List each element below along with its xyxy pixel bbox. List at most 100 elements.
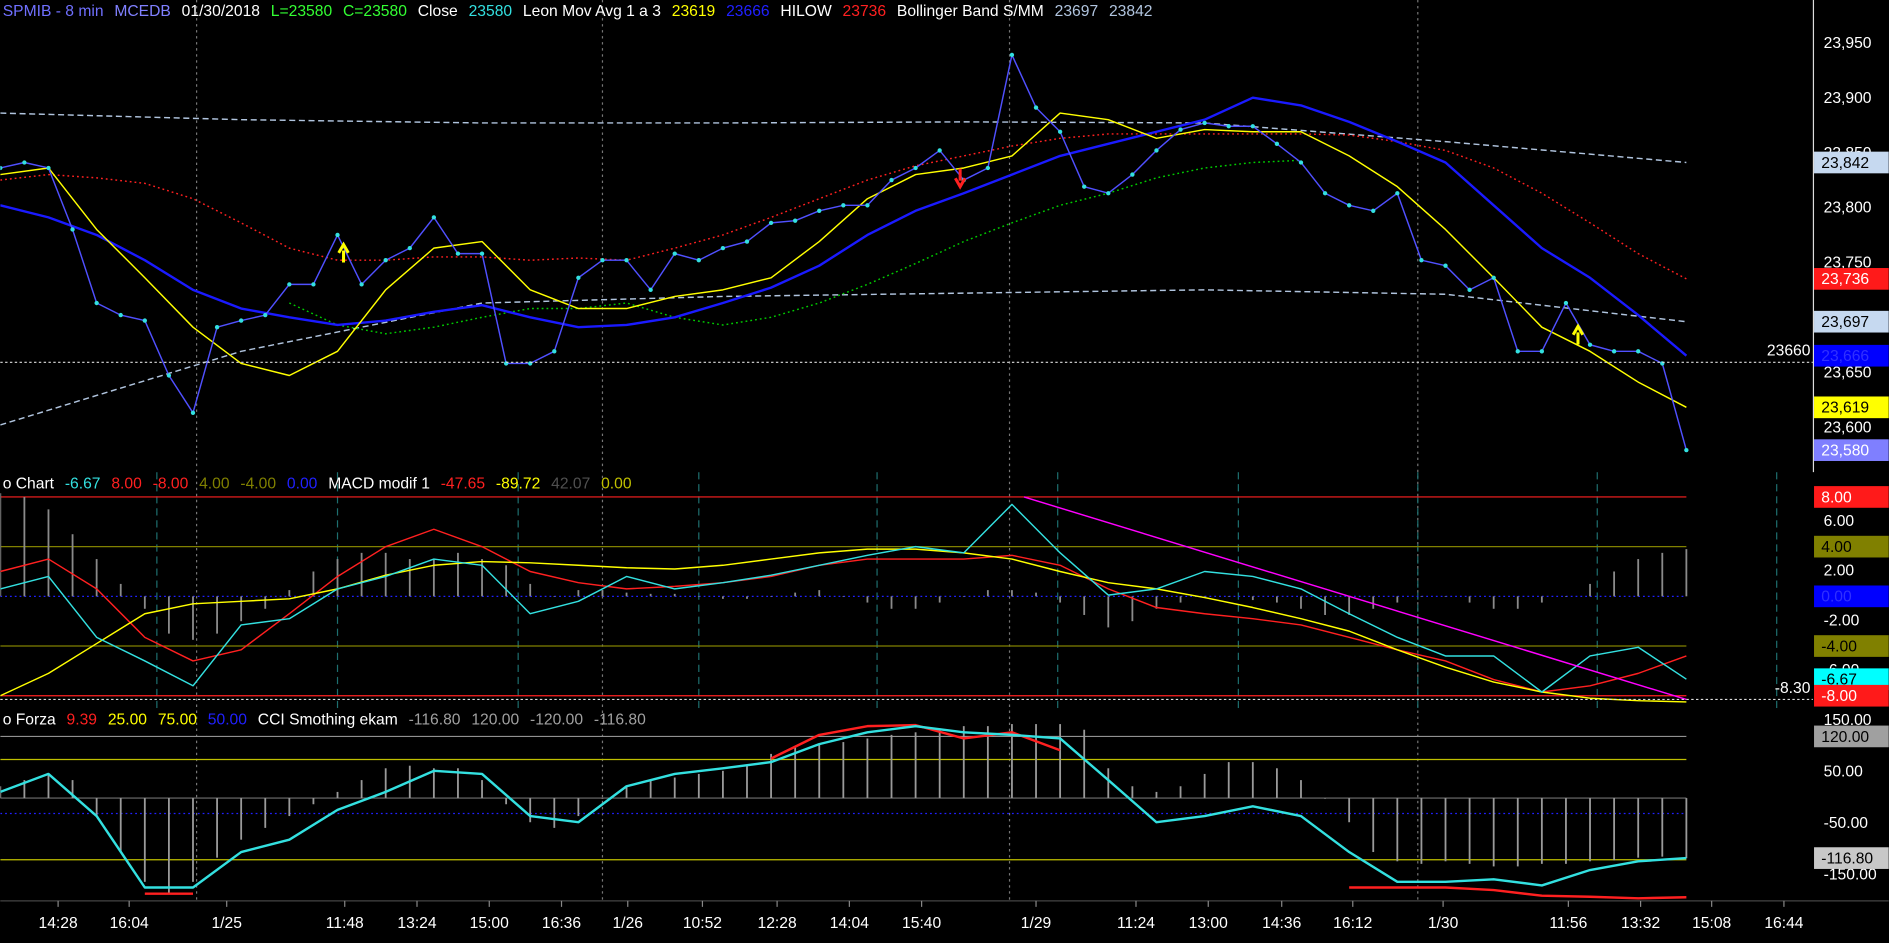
header-item: -4.00	[240, 475, 276, 492]
value-badge	[1814, 151, 1889, 174]
header-item: o Chart	[3, 475, 55, 492]
histogram-bar	[432, 559, 435, 597]
y-tick-label: 6.00	[1824, 513, 1855, 530]
y-tick-label: 23,750	[1824, 255, 1872, 272]
point	[552, 349, 557, 354]
histogram-bar	[1203, 773, 1206, 799]
histogram-bar	[1035, 592, 1037, 597]
panel	[0, 472, 1778, 709]
histogram-bar	[1661, 798, 1664, 857]
point	[841, 203, 846, 208]
header-item: 50.00	[208, 711, 247, 728]
histogram-bar	[1444, 798, 1447, 862]
histogram-bar	[1685, 549, 1688, 597]
point	[190, 410, 196, 415]
x-tick-label: 16:12	[1333, 915, 1372, 932]
value-badge	[1814, 585, 1889, 608]
x-tick-label: 15:08	[1692, 915, 1731, 932]
histogram-bar	[216, 798, 218, 858]
point	[817, 208, 822, 213]
value-badge	[1814, 847, 1889, 869]
x-tick-label: 11:24	[1117, 915, 1155, 932]
histogram-bar	[408, 559, 411, 597]
histogram-bar	[505, 565, 508, 597]
histogram-bar	[721, 596, 724, 599]
point	[985, 165, 991, 171]
histogram-bar	[168, 596, 170, 634]
histogram-bar	[1372, 596, 1375, 609]
histogram-bar	[577, 798, 580, 817]
point	[1371, 208, 1376, 213]
header-item: Close	[418, 3, 458, 20]
x-tick-label: 13:00	[1189, 915, 1228, 932]
y-tick-label: 150.00	[1824, 712, 1872, 729]
histogram-bar	[986, 726, 989, 799]
header-item: -116.80	[594, 711, 646, 728]
point	[1539, 349, 1545, 354]
histogram-bar	[1300, 596, 1302, 609]
histogram-bar	[71, 534, 74, 597]
histogram-bar	[1011, 724, 1013, 799]
header-item: 23619	[672, 3, 716, 20]
value-badge	[1814, 486, 1889, 508]
histogram-bar	[264, 596, 267, 609]
header-item: 25.00	[108, 711, 147, 728]
series-line	[0, 96, 1688, 357]
histogram-bar	[0, 493, 2, 597]
sell-arrow	[954, 168, 967, 190]
histogram-bar	[360, 780, 363, 799]
point	[1202, 120, 1207, 126]
histogram-bar	[23, 496, 26, 597]
histogram-bar	[1275, 768, 1278, 799]
point	[1226, 124, 1231, 129]
histogram-bar	[818, 590, 821, 597]
point	[696, 258, 701, 263]
histogram-bar	[95, 798, 98, 817]
point	[46, 165, 51, 171]
histogram-bar	[432, 768, 435, 799]
histogram-bar	[770, 753, 772, 799]
histogram-bar	[240, 596, 243, 622]
point	[70, 227, 75, 232]
histogram-bar	[1516, 798, 1519, 867]
value-badge	[1814, 725, 1889, 748]
value-badge	[1814, 268, 1889, 290]
series-line	[0, 133, 1687, 280]
point	[1057, 129, 1063, 134]
histogram-bar	[1420, 798, 1423, 864]
histogram-bar	[890, 596, 893, 609]
histogram-bar	[649, 593, 652, 597]
point	[1033, 105, 1039, 110]
point	[455, 251, 461, 256]
header-item: -6.67	[65, 475, 101, 492]
buy-arrow	[337, 241, 350, 263]
value-badge-label: 23,580	[1821, 442, 1869, 459]
point	[238, 318, 244, 323]
point	[624, 258, 629, 263]
histogram-bar	[47, 509, 50, 597]
histogram-bar	[1589, 798, 1591, 862]
histogram-bar	[312, 571, 315, 597]
header-item: 9.39	[67, 711, 97, 728]
histogram-bar	[1179, 596, 1182, 603]
value-badge	[1814, 344, 1889, 367]
point	[431, 215, 437, 220]
histogram-bar	[1227, 762, 1230, 799]
histogram-bar	[1275, 596, 1278, 603]
value-badge	[1814, 396, 1889, 419]
histogram-bar	[1107, 596, 1110, 628]
histogram-bar	[1107, 768, 1110, 799]
value-badge-label: -6.67	[1821, 672, 1857, 689]
reference-label: 23660	[1767, 343, 1811, 360]
histogram-bar	[192, 596, 194, 640]
histogram-bar	[1059, 724, 1062, 799]
x-tick-label: 14:28	[39, 915, 78, 932]
y-tick-label: 23,600	[1824, 419, 1872, 436]
point	[889, 177, 894, 183]
header-item: 23842	[1109, 3, 1153, 20]
series-line	[289, 159, 1302, 335]
histogram-bar	[168, 798, 170, 894]
histogram-bar	[697, 596, 700, 597]
point	[263, 312, 268, 318]
